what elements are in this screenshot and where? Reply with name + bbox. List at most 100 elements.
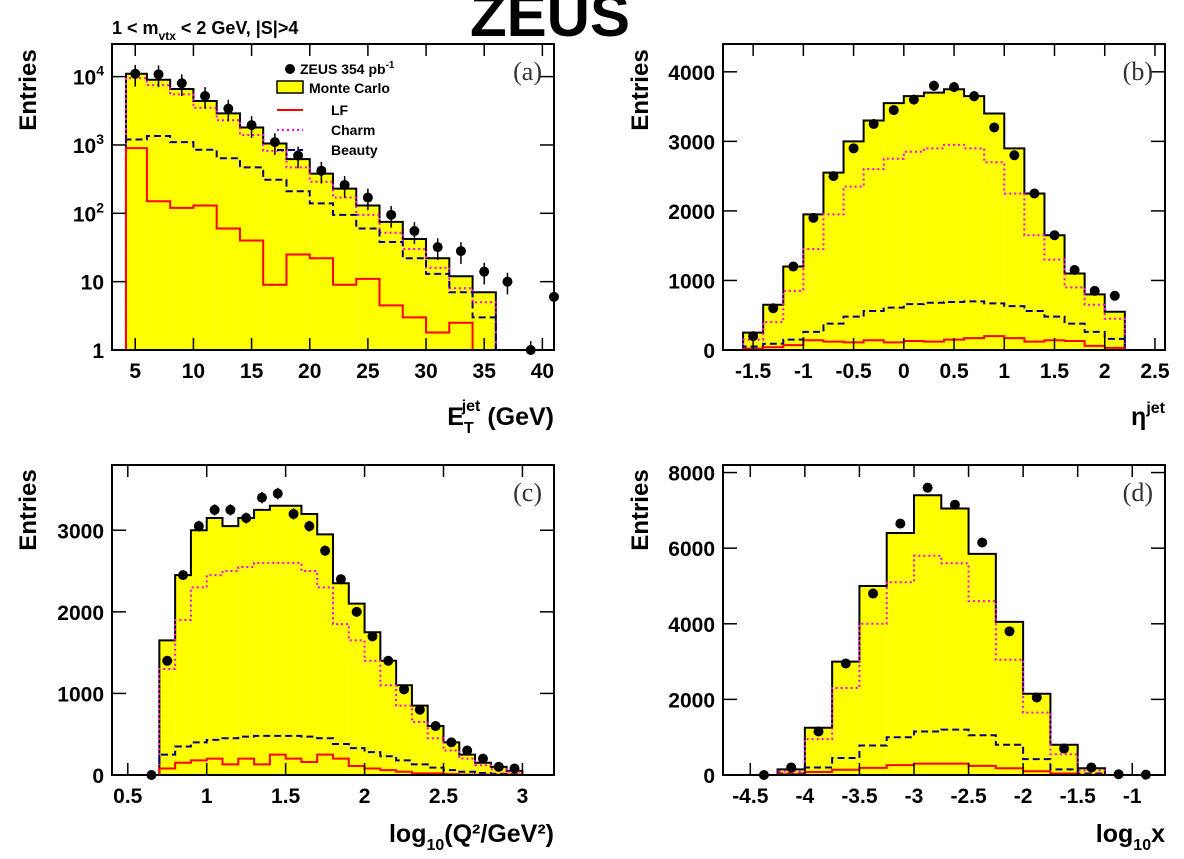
y-tick-label: 6000 xyxy=(668,538,715,561)
series-monte-carlo-bar xyxy=(472,292,496,350)
y-tick-label: 2000 xyxy=(57,602,104,625)
series-monte-carlo xyxy=(776,494,1106,775)
series-monte-carlo-bar xyxy=(380,660,397,775)
data-point xyxy=(269,137,280,148)
plot-area xyxy=(742,88,1126,350)
data-point xyxy=(788,261,799,272)
series-monte-carlo-bar xyxy=(263,143,287,350)
series-monte-carlo-bar xyxy=(193,100,217,350)
series-monte-carlo-bar xyxy=(301,513,318,775)
series-monte-carlo-bar xyxy=(309,173,333,350)
plot-area xyxy=(158,504,524,775)
data-point xyxy=(316,165,327,176)
series-beauty-outline xyxy=(776,728,1106,775)
series-monte-carlo-bar xyxy=(285,505,302,775)
series-monte-carlo xyxy=(124,72,543,350)
x-tick-label: 1 xyxy=(201,785,213,808)
panel-label: (c) xyxy=(513,478,542,507)
series-monte-carlo xyxy=(742,88,1126,350)
y-tick-label: 1000 xyxy=(668,270,715,293)
x-tick-label: 35 xyxy=(473,360,497,383)
series-monte-carlo-bar xyxy=(190,530,207,775)
data-point xyxy=(922,482,933,493)
data-point xyxy=(1086,762,1097,773)
series-monte-carlo-bar xyxy=(459,754,476,775)
data-point xyxy=(178,570,189,581)
series-beauty xyxy=(158,734,524,775)
series-monte-carlo-bar xyxy=(379,221,403,350)
series-monte-carlo-bar xyxy=(1024,193,1045,350)
series-monte-carlo-bar xyxy=(944,89,965,350)
legend-data-marker xyxy=(285,64,295,74)
series-lf-outline xyxy=(124,147,543,350)
series-monte-carlo-bar xyxy=(222,526,239,775)
series-monte-carlo-bar xyxy=(254,509,270,775)
legend-data-label: ZEUS 354 pb-1 xyxy=(300,60,395,77)
series-monte-carlo-bar xyxy=(859,585,887,775)
data-point xyxy=(949,82,960,93)
series-monte-carlo-bar xyxy=(995,621,1024,775)
data-point xyxy=(1031,692,1042,703)
data-point xyxy=(153,69,164,80)
series-monte-carlo-bar xyxy=(843,141,864,350)
data-point xyxy=(386,209,397,220)
y-tick-label: 102 xyxy=(73,199,104,226)
series-monte-carlo-bar xyxy=(317,534,333,775)
figure-header: ZEUS xyxy=(470,0,630,49)
data-point xyxy=(176,78,187,89)
x-tick-label: 2 xyxy=(1099,360,1111,383)
data-point xyxy=(200,91,211,102)
data-point xyxy=(367,631,378,642)
data-point xyxy=(502,276,513,287)
x-axis-label: ηjet xyxy=(1131,400,1166,431)
data-point xyxy=(977,537,988,548)
x-tick-label: 1.5 xyxy=(271,785,301,808)
series-monte-carlo-bar xyxy=(886,533,914,775)
data-point xyxy=(768,303,779,314)
series-monte-carlo-bar xyxy=(1104,311,1125,350)
series-monte-carlo-bar xyxy=(903,96,924,350)
x-tick-label: 25 xyxy=(356,360,380,383)
series-monte-carlo-bar xyxy=(923,92,944,350)
x-tick-label: 20 xyxy=(298,360,321,383)
series-monte-carlo-bar xyxy=(356,205,380,350)
series-monte-carlo-bar xyxy=(206,518,223,775)
data-point xyxy=(339,179,350,190)
x-axis-label: ETjet (GeV) xyxy=(447,398,554,437)
data-point xyxy=(949,499,960,510)
series-beauty xyxy=(776,728,1106,775)
series-monte-carlo-bar xyxy=(125,73,147,350)
series-monte-carlo-bar xyxy=(449,276,473,350)
data-point xyxy=(209,504,220,515)
data-point xyxy=(362,192,373,203)
data-point xyxy=(246,120,257,131)
series-charm-outline xyxy=(158,561,524,775)
x-tick-label: 2.5 xyxy=(1140,360,1170,383)
y-axis-label: Entries xyxy=(15,469,42,550)
x-tick-label: -1 xyxy=(1123,785,1142,808)
data-point xyxy=(808,212,819,223)
series-monte-carlo-bar xyxy=(364,632,381,775)
series-monte-carlo-bar xyxy=(913,495,942,775)
data-point xyxy=(840,658,851,669)
data-point xyxy=(256,492,267,503)
data-point xyxy=(1049,230,1060,241)
data-point xyxy=(1109,290,1120,301)
x-axis-label: log10x xyxy=(1096,820,1165,854)
data-point xyxy=(1059,743,1070,754)
x-tick-label: 1.5 xyxy=(1040,360,1070,383)
data-point xyxy=(888,105,899,116)
series-beauty-outline xyxy=(742,300,1126,350)
x-tick-label: 1 xyxy=(998,360,1010,383)
data-points xyxy=(130,64,559,355)
plot-frame xyxy=(111,43,555,351)
x-tick-label: -1 xyxy=(794,360,813,383)
data-point xyxy=(828,171,839,182)
data-point xyxy=(868,118,879,129)
series-monte-carlo-bar xyxy=(1044,235,1065,350)
x-tick-label: 0 xyxy=(898,360,910,383)
series-monte-carlo-bar xyxy=(1064,273,1085,350)
x-tick-label: 0.5 xyxy=(113,785,143,808)
panel-d: -4.5 -4 -3.5 -3 -2.5 -2 -1.5 -1 0 2000 4000 6000 800… xyxy=(627,463,1166,854)
series-monte-carlo-outline xyxy=(776,494,1106,775)
